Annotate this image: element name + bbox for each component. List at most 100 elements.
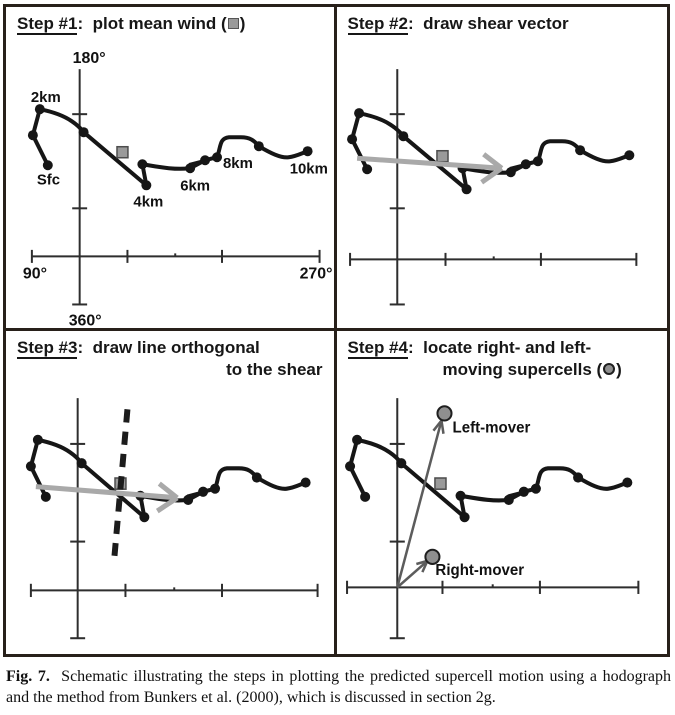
panel-title-step-3: Step #3: draw line orthogonal to the shea… bbox=[6, 331, 334, 381]
label-360: 360° bbox=[69, 312, 102, 327]
right-mover-arrow-head bbox=[420, 559, 429, 573]
caption-tag: Fig. 7. bbox=[6, 668, 50, 685]
hodograph-point bbox=[27, 130, 38, 141]
hodograph-point bbox=[397, 131, 408, 142]
hodograph-point bbox=[76, 457, 87, 468]
mean-wind-square bbox=[435, 149, 449, 163]
hodograph-point bbox=[141, 180, 152, 191]
figure-caption: Fig. 7. Schematic illustrating the steps… bbox=[6, 666, 671, 708]
panel-step-1: Step #1: plot mean wind () 180° 90° 270° 36… bbox=[6, 7, 337, 331]
hodograph-point bbox=[25, 460, 36, 471]
shear-arrow-head bbox=[481, 152, 503, 171]
hodograph-point bbox=[455, 490, 466, 501]
shear-arrow-shaft bbox=[35, 483, 178, 500]
hodograph-point bbox=[183, 494, 194, 505]
hodograph-point bbox=[353, 108, 364, 119]
title-text: : plot mean wind ( bbox=[77, 14, 227, 33]
step-label: Step #4 bbox=[347, 337, 408, 359]
step-label: Step #2 bbox=[347, 14, 408, 35]
caption-text: Schematic illustrating the steps in plot… bbox=[6, 668, 672, 706]
hodograph-point bbox=[361, 164, 372, 175]
hodograph-group bbox=[25, 434, 311, 522]
mean-wind-square bbox=[433, 476, 447, 490]
hodograph-curve bbox=[30, 107, 310, 188]
right-mover-dot bbox=[423, 548, 440, 565]
label-180: 180° bbox=[73, 50, 106, 67]
shear-arrow-head bbox=[157, 481, 179, 500]
supercell-dot-icon bbox=[603, 362, 616, 375]
hodograph-point bbox=[505, 167, 516, 178]
hodograph-point bbox=[198, 486, 209, 497]
hodograph-point bbox=[503, 494, 514, 505]
title-text: : locate right- and left- bbox=[407, 337, 592, 357]
hodograph-point bbox=[210, 483, 221, 494]
hodograph-point bbox=[139, 511, 150, 522]
label-90: 90° bbox=[23, 265, 47, 282]
hodograph-point bbox=[251, 471, 262, 483]
label-8km: 8km bbox=[223, 155, 253, 172]
hodograph-point bbox=[359, 491, 370, 502]
hodograph-point bbox=[42, 160, 53, 171]
hodograph-point bbox=[34, 104, 45, 115]
label-270: 270° bbox=[300, 265, 333, 282]
hodograph-curve bbox=[349, 111, 631, 192]
orthogonal-dashed-line bbox=[111, 408, 131, 556]
panel-step-2: Step #2: draw shear vector bbox=[336, 7, 667, 331]
shear-arrow-head bbox=[479, 166, 503, 185]
hodograph-point bbox=[200, 155, 211, 166]
title-line-1: Step #3: draw line orthogonal bbox=[17, 337, 327, 359]
title-text: : draw shear vector bbox=[407, 14, 569, 33]
hodograph-group bbox=[344, 434, 632, 522]
hodograph-group bbox=[346, 108, 634, 195]
hodograph-point bbox=[78, 127, 89, 138]
label-2km: 2km bbox=[31, 89, 61, 106]
label-10km: 10km bbox=[290, 160, 328, 177]
hodograph-point bbox=[532, 156, 543, 167]
left-mover-label: Left-mover bbox=[452, 419, 530, 436]
hodograph-point bbox=[302, 146, 313, 157]
hodograph-point bbox=[32, 434, 43, 445]
left-mover-arrow-shaft bbox=[395, 419, 443, 588]
hodograph-point bbox=[344, 460, 355, 471]
title-line-2: to the shear bbox=[226, 359, 323, 379]
hodograph-point bbox=[253, 141, 264, 152]
hodograph-point bbox=[520, 159, 531, 170]
step-label: Step #1 bbox=[17, 14, 78, 35]
plot-step-1: 180° 90° 270° 360° 2km Sfc 4km 6km 8km 10km bbox=[23, 50, 333, 327]
hodograph-point bbox=[518, 486, 529, 497]
right-mover-arrow-shaft bbox=[395, 559, 428, 588]
hodograph-point bbox=[212, 152, 223, 163]
label-Sfc: Sfc bbox=[37, 171, 60, 188]
mean-wind-square bbox=[116, 145, 129, 159]
hodograph-point bbox=[530, 483, 541, 494]
left-mover-arrow-head bbox=[439, 419, 445, 434]
hodograph-point bbox=[623, 150, 634, 161]
hodograph-point bbox=[461, 184, 472, 195]
title-line-1: Step #2: draw shear vector bbox=[347, 13, 661, 35]
plot-step-2 bbox=[346, 69, 637, 306]
label-6km: 6km bbox=[180, 177, 210, 194]
panel-title-step-1: Step #1: plot mean wind () bbox=[6, 7, 334, 35]
right-mover-label: Right-mover bbox=[435, 562, 524, 579]
plot-step-4: Left-mover Right-mover bbox=[344, 397, 639, 639]
hodograph-point bbox=[395, 457, 406, 468]
shear-arrow-shaft bbox=[356, 155, 502, 171]
hodograph-point bbox=[185, 163, 196, 174]
hodograph-group bbox=[27, 104, 313, 191]
title-text: : draw line orthogonal bbox=[77, 337, 260, 357]
panel-step-4: Step #4: locate right- and left-moving s… bbox=[337, 331, 668, 655]
right-mover-arrow-head bbox=[415, 559, 428, 565]
hodograph-point bbox=[137, 159, 148, 170]
hodograph-curve bbox=[347, 437, 629, 519]
hodograph-point bbox=[574, 145, 585, 156]
hodograph-point bbox=[40, 491, 51, 502]
shear-arrow-head bbox=[155, 495, 179, 513]
hodograph-point bbox=[621, 476, 632, 488]
hodograph-point bbox=[346, 134, 357, 145]
title-line-1: Step #4: locate right- and left- bbox=[347, 337, 661, 359]
panel-title-step-4: Step #4: locate right- and left-moving s… bbox=[337, 331, 668, 381]
left-mover-arrow-head bbox=[431, 419, 442, 431]
hodograph-point bbox=[572, 471, 583, 483]
hodograph-point bbox=[351, 434, 362, 445]
